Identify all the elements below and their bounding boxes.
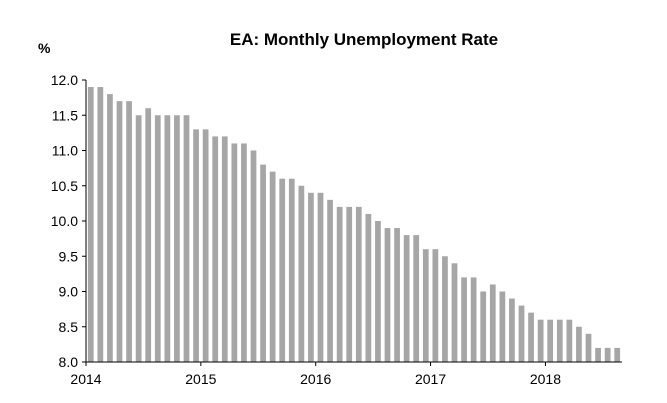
bar xyxy=(135,115,142,362)
bar xyxy=(174,115,180,362)
bar xyxy=(451,263,458,362)
x-tick-label: 2014 xyxy=(70,371,101,387)
bar xyxy=(231,143,238,362)
bar xyxy=(87,87,94,363)
bar xyxy=(422,249,429,362)
bar xyxy=(346,206,353,362)
bar xyxy=(595,347,601,362)
bar xyxy=(432,249,439,362)
bars xyxy=(87,87,621,363)
bar xyxy=(604,347,611,362)
bar xyxy=(193,129,199,362)
bar xyxy=(126,101,132,363)
x-tick-label: 2017 xyxy=(415,371,446,387)
bar xyxy=(279,178,286,362)
bar xyxy=(394,228,400,362)
bar xyxy=(269,171,276,362)
y-tick-label: 9.5 xyxy=(59,248,79,264)
bar xyxy=(537,319,544,362)
bar xyxy=(154,115,161,362)
bar xyxy=(480,291,487,362)
bar xyxy=(499,291,506,362)
y-tick-label: 8.5 xyxy=(59,319,79,335)
bar xyxy=(489,284,496,362)
bar xyxy=(375,221,381,362)
x-axis-ticks: 2014 2015 2016 2017 2018 xyxy=(70,362,561,387)
bar xyxy=(107,94,113,362)
bar xyxy=(566,319,573,362)
bar xyxy=(183,115,190,362)
bar xyxy=(585,333,592,362)
bar xyxy=(556,319,563,362)
bar xyxy=(461,277,467,362)
bar xyxy=(250,150,257,362)
bar xyxy=(241,143,247,362)
bar xyxy=(288,178,295,362)
y-tick-label: 8.0 xyxy=(59,354,79,370)
y-tick-label: 11.0 xyxy=(52,143,78,159)
bar xyxy=(403,235,410,362)
bar xyxy=(547,319,554,362)
bar xyxy=(317,192,324,362)
bar xyxy=(221,136,228,362)
x-tick-label: 2015 xyxy=(185,371,216,387)
bar xyxy=(327,199,333,362)
bar xyxy=(413,235,420,362)
bar xyxy=(308,192,314,362)
bar xyxy=(528,312,534,362)
bar xyxy=(164,115,171,362)
x-tick-label: 2016 xyxy=(300,371,331,387)
bar xyxy=(470,277,477,362)
bar xyxy=(442,256,448,362)
y-axis-ticks: 12.0 11.5 11.0 10.5 10.0 9.5 9.0 8.5 8.0 xyxy=(51,72,86,370)
chart-title: EA: Monthly Unemployment Rate xyxy=(230,30,498,49)
bar xyxy=(260,164,266,362)
bar xyxy=(145,108,152,362)
bar xyxy=(355,206,362,362)
bar xyxy=(97,87,104,363)
bar xyxy=(298,185,305,362)
bar xyxy=(509,298,515,362)
bar xyxy=(576,326,582,362)
x-tick-label: 2018 xyxy=(530,371,561,387)
bar xyxy=(384,228,391,362)
y-tick-label: 12.0 xyxy=(51,72,78,88)
y-tick-label: 10.5 xyxy=(51,178,78,194)
y-axis-unit-label: % xyxy=(38,40,51,56)
bar xyxy=(336,206,343,362)
bar xyxy=(116,101,123,363)
bar xyxy=(518,305,525,362)
bar xyxy=(202,129,209,362)
y-tick-label: 10.0 xyxy=(51,213,78,229)
y-tick-label: 9.0 xyxy=(59,284,79,300)
bar xyxy=(614,347,621,362)
bar xyxy=(365,213,372,362)
bar xyxy=(212,136,219,362)
y-tick-label: 11.5 xyxy=(52,107,78,123)
